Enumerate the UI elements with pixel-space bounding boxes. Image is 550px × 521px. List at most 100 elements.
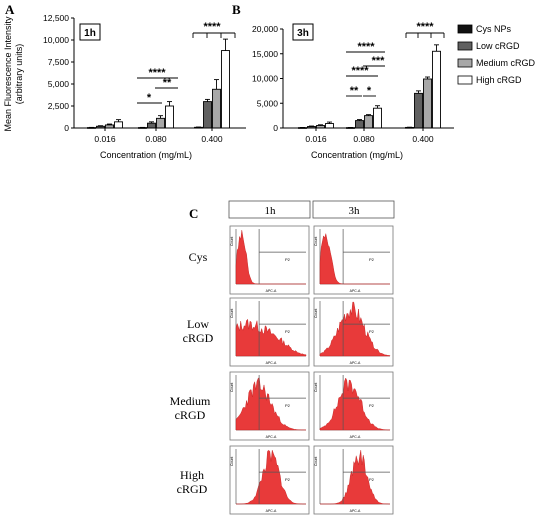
row-label: Medium	[170, 394, 211, 408]
row-label: Low	[187, 317, 209, 331]
gate-label: P2	[285, 403, 291, 408]
column-header-box	[312, 200, 395, 219]
histogram-fill	[235, 377, 307, 431]
chart-a-xlabel: Concentration (mg/mL)	[100, 150, 192, 160]
x-tick-label: 0.016	[305, 134, 327, 144]
y-tick-label: 12,500	[43, 13, 69, 23]
legend-swatch-high	[457, 75, 473, 85]
chart-a-ylabel-line2: (arbitrary units)	[14, 44, 24, 105]
y-tick-label: 5,000	[257, 98, 279, 108]
chart-b-sig-star: *	[367, 85, 372, 97]
y-tick-label: 2,500	[48, 101, 70, 111]
chart-a-sig-star: **	[163, 77, 172, 89]
histogram: P2 Count APC-A	[229, 297, 310, 367]
histogram-xlabel: APC-A	[350, 509, 361, 513]
chart-a-timepoint: 1h	[84, 28, 96, 39]
chart-b-y-axis: 0 5,000 10,000 15,000 20,000	[252, 24, 284, 133]
legend-label: Cys NPs	[476, 24, 512, 34]
legend-swatch-low	[457, 41, 473, 51]
histogram-ylabel: Count	[230, 309, 234, 318]
bar	[325, 123, 334, 129]
y-tick-label: 0	[273, 123, 278, 133]
gate-label: P2	[369, 403, 375, 408]
chart-a-x-axis: 0.016 0.080 0.400	[74, 127, 246, 144]
row-label: cRGD	[183, 331, 214, 345]
chart-a-sig-star: ****	[203, 21, 221, 33]
histogram-ylabel: Count	[314, 309, 318, 318]
y-tick-label: 20,000	[252, 24, 278, 34]
histogram-fill	[235, 318, 307, 357]
y-tick-label: 15,000	[252, 49, 278, 59]
y-tick-label: 10,000	[252, 74, 278, 84]
histogram-ylabel: Count	[314, 457, 318, 466]
histogram-fill	[319, 301, 391, 357]
bar	[212, 88, 221, 129]
histogram-ylabel: Count	[314, 383, 318, 392]
row-label: High	[180, 468, 204, 482]
chart-b: 0 5,000 10,000 15,000 20,000 0.016 0.080 0.400…	[252, 21, 454, 160]
legend-label: High cRGD	[476, 75, 522, 85]
histogram: P2 Count APC-A	[313, 225, 394, 295]
chart-b-sig-star: ****	[351, 65, 369, 77]
gate-label: P2	[369, 257, 375, 262]
column-header-3h: 3h	[349, 205, 361, 217]
histogram-ylabel: Count	[230, 237, 234, 246]
histogram-grid: P2 Count APC-A P2 Count APC-A P2 Count APC-A P2 Co…	[229, 225, 394, 515]
legend-label: Medium cRGD	[476, 58, 536, 68]
histogram: P2 Count APC-A	[313, 445, 394, 515]
chart-a-sig-star: ****	[148, 67, 166, 79]
gate-label: P2	[285, 329, 291, 334]
y-tick-label: 10,000	[43, 35, 69, 45]
histogram: P2 Count APC-A	[313, 297, 394, 367]
histogram-fill	[319, 377, 391, 431]
bar	[114, 121, 123, 129]
legend-swatch-medium	[457, 58, 473, 68]
panel-b-letter: B	[232, 2, 241, 17]
histogram: P2 Count APC-A	[229, 445, 310, 515]
histogram-xlabel: APC-A	[350, 361, 361, 365]
x-tick-label: 0.016	[94, 134, 116, 144]
histogram-fill	[235, 230, 306, 285]
histogram-fill	[320, 450, 390, 505]
x-tick-label: 0.400	[201, 134, 223, 144]
x-tick-label: 0.400	[412, 134, 434, 144]
histogram: P2 Count APC-A	[229, 371, 310, 441]
histogram-xlabel: APC-A	[266, 435, 277, 439]
histogram-ylabel: Count	[230, 457, 234, 466]
chart-b-xlabel: Concentration (mg/mL)	[311, 150, 403, 160]
x-tick-label: 0.080	[353, 134, 375, 144]
histogram-ylabel: Count	[230, 383, 234, 392]
chart-a: Mean Fluorescence Intensity (arbitrary u…	[3, 13, 246, 160]
column-header-1h: 1h	[265, 205, 277, 217]
chart-a-ylabel-line1: Mean Fluorescence Intensity	[3, 16, 13, 132]
panel-c-letter: C	[189, 206, 198, 221]
bar	[221, 50, 230, 129]
chart-b-significance	[346, 32, 445, 97]
y-tick-label: 0	[64, 123, 69, 133]
chart-b-sig-star: ****	[416, 21, 434, 33]
gate-label: P2	[369, 329, 375, 334]
bar	[147, 122, 156, 129]
chart-a-sig-star: *	[147, 92, 152, 104]
bar	[165, 105, 174, 129]
legend-swatch-cys	[457, 24, 473, 34]
bar	[156, 117, 165, 129]
chart-b-sig-star: **	[350, 85, 359, 97]
bar	[432, 50, 441, 129]
histogram-ylabel: Count	[314, 237, 318, 246]
histogram-xlabel: APC-A	[266, 289, 277, 293]
bar	[355, 120, 364, 129]
histogram-xlabel: APC-A	[266, 361, 277, 365]
legend-label: Low cRGD	[476, 41, 520, 51]
legend: Cys NPs Low cRGD Medium cRGD High cRGD	[457, 24, 536, 85]
chart-b-sig-star: ****	[357, 41, 375, 53]
chart-b-timepoint-box	[292, 23, 314, 41]
panel-a-letter: A	[5, 2, 15, 17]
flow-cytometry-panel: C 1h 3h Cys Low cRGD Medium cRGD High cR…	[170, 200, 395, 515]
bar	[203, 101, 212, 129]
histogram-fill	[236, 449, 306, 505]
bar	[373, 107, 382, 129]
gate-label: P2	[285, 477, 291, 482]
histogram-xlabel: APC-A	[350, 435, 361, 439]
